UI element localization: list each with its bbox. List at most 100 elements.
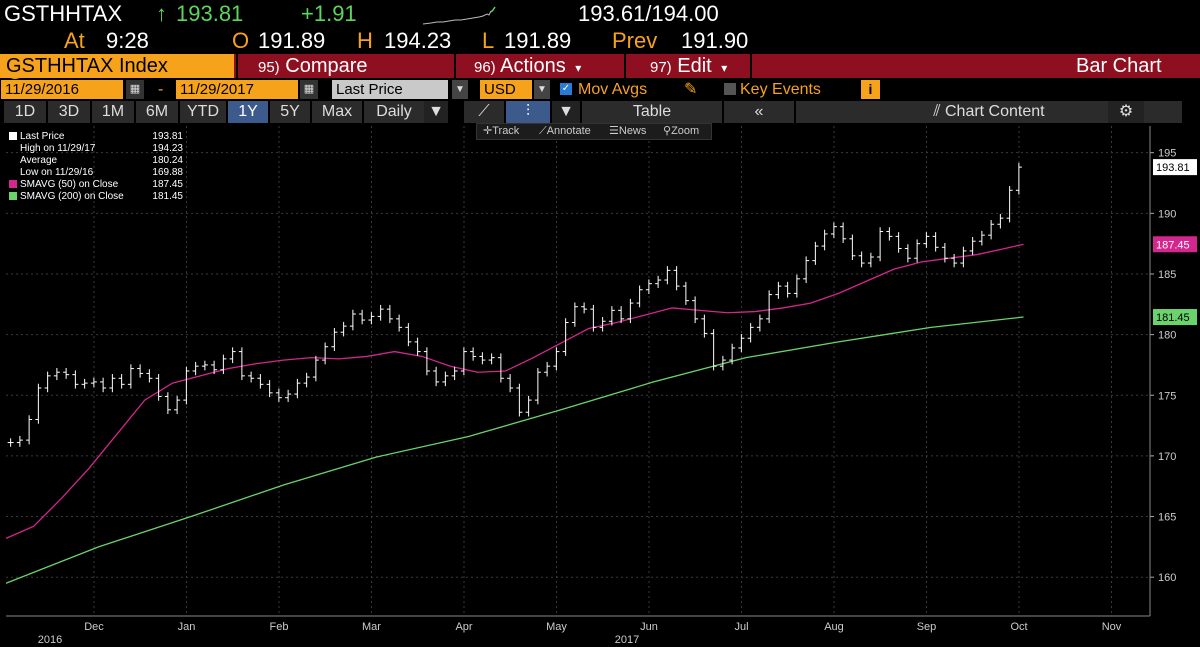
currency-select[interactable]: USD — [480, 80, 532, 99]
actions-button[interactable]: 96) Actions ▾ — [474, 54, 581, 78]
open-value: 191.89 — [258, 28, 326, 53]
mov-avgs-label: Mov Avgs — [578, 81, 648, 98]
chart-type-title: Bar Chart — [1076, 55, 1162, 77]
y-tick-label: 190 — [1158, 208, 1176, 220]
legend-item: Last Price 193.81 — [9, 131, 183, 143]
legend-value: 169.88 — [152, 167, 183, 178]
sma50-flag-bg — [1153, 236, 1197, 253]
prev-value: 191.90 — [681, 28, 749, 53]
chevron-down-icon[interactable]: ▼ — [552, 101, 580, 123]
high-label: H — [357, 28, 373, 53]
field-select[interactable]: Last Price — [332, 80, 448, 99]
pencil-icon[interactable]: ✎ — [684, 81, 698, 98]
high-marker-icon — [9, 144, 17, 152]
chart-content-button[interactable]: ⫽ Chart Content — [796, 101, 1182, 123]
legend-label: Average — [20, 155, 58, 166]
low-marker-icon — [9, 168, 17, 176]
bar-chart-icon[interactable]: ⫶ — [506, 101, 550, 123]
last-price-flag-bg — [1153, 159, 1197, 176]
period-max[interactable]: Max — [312, 101, 362, 123]
y-tick-label: 195 — [1158, 148, 1176, 160]
period-toolbar: 1D 3D 1M 6M YTD 1Y 5Y Max Daily ▼ ⟋ ⫶ ▼ … — [0, 101, 1200, 123]
actions-label: Actions — [500, 55, 566, 77]
chart-content-icon: ⫽ — [933, 103, 945, 120]
legend-value: 194.23 — [152, 143, 183, 154]
line-chart-icon[interactable]: ⟋ — [464, 101, 504, 123]
legend-item: SMAVG (50) on Close 187.45 — [9, 179, 183, 191]
price-chart[interactable]: 160 165 170 175 180 185 190 195 Dec Jan Feb Mar Apr M… — [0, 123, 1200, 647]
collapse-icon[interactable]: « — [724, 101, 794, 123]
legend-value: 187.45 — [152, 179, 183, 190]
last-price: 193.81 — [176, 1, 244, 26]
net-change: +1.91 — [301, 1, 357, 26]
end-date-field[interactable]: 11/29/2017 — [176, 80, 298, 99]
high-value: 194.23 — [384, 28, 452, 53]
legend-label: High on 11/29/17 — [20, 143, 96, 154]
y-tick-label: 185 — [1158, 269, 1176, 281]
low-label: L — [482, 28, 495, 53]
security-field[interactable]: GSTHHTAX Index — [0, 54, 234, 78]
news-tool[interactable]: ☰ News — [609, 125, 647, 137]
period-3d[interactable]: 3D — [48, 101, 90, 123]
annotate-tool[interactable]: ⟋ Annotate — [539, 125, 591, 137]
prev-label: Prev — [612, 28, 658, 53]
x-tick-label: Jul — [734, 621, 748, 633]
period-ytd[interactable]: YTD — [180, 101, 226, 123]
key-events-checkbox[interactable] — [724, 83, 736, 95]
period-1y[interactable]: 1Y — [228, 101, 268, 123]
period-1m[interactable]: 1M — [92, 101, 134, 123]
zoom-tool[interactable]: ⚲ Zoom — [663, 125, 700, 137]
compare-label: Compare — [285, 55, 368, 77]
track-tool[interactable]: ✛ Track — [483, 125, 520, 137]
calendar-icon[interactable]: ▦ — [126, 80, 144, 99]
table-button[interactable]: Table — [582, 101, 722, 123]
chart-legend: Last Price 193.81 High on 11/29/17 194.23 … — [9, 131, 183, 203]
legend-label: SMAVG (200) on Close — [20, 191, 124, 202]
edit-button[interactable]: 97) Edit ▾ — [650, 54, 727, 78]
chart-canvas[interactable]: 160 165 170 175 180 185 190 195 Dec Jan Feb Mar Apr M… — [0, 123, 1200, 647]
year-label: 2017 — [615, 634, 639, 646]
chevron-down-icon: ▾ — [721, 61, 728, 75]
quote-time: 9:28 — [106, 28, 149, 53]
sparkline-icon — [423, 6, 496, 25]
compare-number: 95) — [258, 59, 280, 76]
chevron-down-icon[interactable]: ▼ — [452, 80, 468, 99]
compare-button[interactable]: 95) Compare — [258, 54, 368, 78]
y-tick-label: 170 — [1158, 451, 1176, 463]
x-tick-label: Sep — [917, 621, 937, 633]
y-tick-label: 160 — [1158, 572, 1176, 584]
quote-detail-row: ⏱ At 9:28 O 191.89 H 194.23 L 191.89 Pre… — [0, 27, 1200, 79]
chevron-down-icon[interactable]: ▼ — [534, 80, 550, 99]
y-tick-label: 180 — [1158, 330, 1176, 342]
low-value: 191.89 — [504, 28, 572, 53]
up-arrow-icon: ↑ — [156, 1, 167, 26]
chevron-down-icon[interactable]: ▼ — [424, 101, 448, 123]
period-1d[interactable]: 1D — [4, 101, 46, 123]
y-tick-label: 175 — [1158, 390, 1176, 402]
divider — [236, 54, 238, 78]
sma200-line — [5, 316, 1024, 584]
open-label: O — [232, 28, 250, 53]
last-price-flag: 193.81 — [1156, 162, 1190, 174]
date-dash: - — [158, 81, 164, 98]
period-6m[interactable]: 6M — [136, 101, 178, 123]
edit-label: Edit — [677, 55, 712, 77]
calendar-icon[interactable]: ▦ — [300, 80, 318, 99]
track-label: Track — [492, 125, 520, 137]
x-tick-label: Dec — [84, 621, 104, 633]
x-tick-label: Nov — [1102, 621, 1122, 633]
period-5y[interactable]: 5Y — [270, 101, 310, 123]
sma200-flag-bg — [1153, 309, 1197, 326]
x-tick-label: Aug — [824, 621, 844, 633]
frequency-select[interactable]: Daily — [364, 101, 424, 123]
x-tick-label: Feb — [270, 621, 289, 633]
divider — [750, 54, 752, 78]
gear-icon[interactable]: ⚙ — [1108, 101, 1144, 123]
x-tick-label: Jun — [640, 621, 658, 633]
x-tick-label: May — [546, 621, 567, 633]
mov-avgs-checkbox[interactable]: ✓ — [560, 83, 572, 95]
legend-item: Average 180.24 — [9, 155, 183, 167]
x-tick-label: Apr — [455, 621, 472, 633]
start-date-field[interactable]: 11/29/2016 — [1, 80, 123, 99]
info-icon[interactable]: i — [861, 80, 880, 99]
